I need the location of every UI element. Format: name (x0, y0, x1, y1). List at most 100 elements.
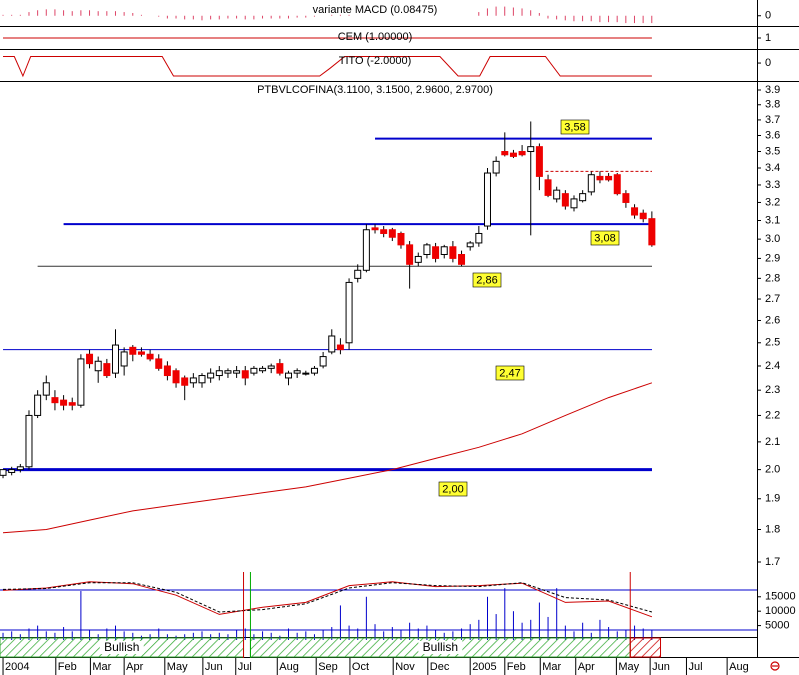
level-label-box (560, 119, 590, 135)
candle-body (466, 242, 474, 248)
candle-body (449, 246, 457, 259)
candle-body (423, 244, 431, 256)
y-tick-label: 1.9 (765, 493, 780, 505)
candle-body (163, 365, 171, 377)
candle-body (276, 363, 284, 374)
y-tick-label: 1.8 (765, 523, 780, 535)
candle-body (458, 254, 466, 265)
candle-body (293, 370, 301, 374)
candle-body (535, 146, 543, 177)
candle-body (336, 344, 344, 351)
x-tick-label: 2005 (472, 661, 496, 673)
candle-body (509, 152, 517, 157)
panel-title: PTBVLCOFINA(3.1100, 3.1500, 2.9600, 2.97… (257, 84, 493, 96)
x-tick-label: 2004 (5, 661, 29, 673)
candle-body (440, 246, 448, 256)
candle-body (34, 394, 42, 416)
candle-body (285, 372, 293, 379)
candle-body (553, 189, 561, 200)
x-tick-label: Apr (578, 661, 595, 673)
candle-body (250, 367, 258, 374)
level-label: 3,08 (594, 232, 615, 244)
candle-body (648, 218, 656, 246)
candle-body (501, 151, 509, 156)
oscillator-line (2, 581, 653, 618)
candle-body (267, 365, 275, 369)
panel-title: CEM (1.00000) (338, 31, 413, 43)
indicator-line (3, 56, 652, 78)
y-tick-label: 2.1 (765, 436, 780, 448)
candle-body (198, 375, 206, 384)
x-tick-label: Jul (688, 661, 702, 673)
status-icon (770, 661, 780, 671)
candle-body (103, 363, 111, 377)
x-tick-label: Mar (92, 661, 111, 673)
candle-body (371, 227, 379, 231)
y-tick-label: 3.7 (765, 114, 780, 126)
candle-body (362, 229, 370, 271)
x-tick-label: Jul (238, 661, 252, 673)
candle-body (16, 466, 24, 471)
candle-body (605, 175, 613, 181)
x-tick-label: Mar (542, 661, 561, 673)
candle-body (397, 232, 405, 246)
x-tick-label: May (618, 661, 639, 673)
plot-area: 0 variante MACD (0.08475) 1 CEM (1.00000) 0 T… (0, 4, 796, 675)
candle-body (51, 397, 59, 404)
candle-body (328, 335, 336, 353)
x-tick-label: Aug (729, 661, 749, 673)
candle-body (579, 193, 587, 202)
candle-body (544, 179, 552, 196)
x-tick-label: Jun (652, 661, 670, 673)
level-label: 2,47 (499, 367, 520, 379)
x-tick-label: Sep (318, 661, 338, 673)
y-tick-label: 2.3 (765, 384, 780, 396)
y-tick-label: 2.2 (765, 409, 780, 421)
y-tick-label: 3.2 (765, 196, 780, 208)
candle-body (432, 246, 440, 259)
candle-body (215, 370, 223, 377)
candle-body (354, 269, 362, 279)
level-label: 2,00 (442, 483, 463, 495)
candle-body (406, 244, 414, 265)
x-tick-label: Feb (507, 661, 526, 673)
panel-title: variante MACD (0.08475) (313, 4, 438, 16)
y-tick-label: 3.0 (765, 233, 780, 245)
y-tick-label: 2.5 (765, 337, 780, 349)
candle-body (60, 399, 68, 406)
y-tick-label: 2.9 (765, 252, 780, 264)
y-tick-label: 3.5 (765, 145, 780, 157)
candle-body (380, 229, 388, 234)
candle-body (587, 174, 595, 193)
candle-body (8, 469, 16, 473)
signal-label: Bullish (423, 640, 458, 654)
candle-body (94, 360, 102, 372)
candle-body (483, 172, 491, 227)
y-tick-label: 10000 (765, 605, 796, 617)
x-tick-label: Nov (395, 661, 415, 673)
candle-body (527, 146, 535, 153)
signal-band (629, 637, 662, 658)
y-tick-label: 3.8 (765, 99, 780, 111)
y-tick-label: 5000 (765, 619, 789, 631)
candle-body (596, 175, 604, 181)
candle-body (388, 229, 396, 238)
x-tick-label: Oct (352, 661, 369, 673)
candle-body (224, 370, 232, 374)
candle-body (111, 344, 119, 374)
level-label-box (472, 272, 502, 288)
candle-body (259, 367, 267, 372)
x-tick-label: Feb (58, 661, 77, 673)
x-tick-label: May (167, 661, 188, 673)
level-label-box (438, 481, 468, 497)
candle-body (233, 370, 241, 374)
candle-body (181, 377, 189, 386)
x-tick-label: Jun (205, 661, 223, 673)
moving-average (2, 382, 653, 534)
level-label: 2,86 (476, 274, 497, 286)
candle-body (172, 370, 180, 384)
y-tick-label: 2.0 (765, 464, 780, 476)
y-tick-label: 3.9 (765, 84, 780, 96)
